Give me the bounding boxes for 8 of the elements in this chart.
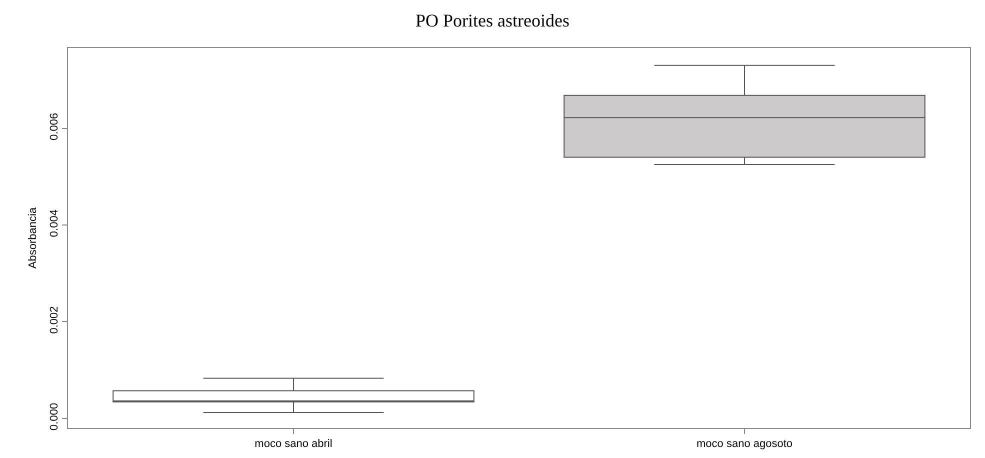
- y-tick-label: 0.000: [48, 402, 61, 430]
- y-tick-label: 0.002: [48, 306, 61, 334]
- y-tick-label: 0.006: [48, 112, 61, 140]
- y-tick-label: 0.004: [48, 210, 61, 238]
- x-tick-label: moco sano abril: [254, 438, 332, 450]
- chart-title: PO Porites astreoides: [416, 10, 570, 30]
- x-tick-label: moco sano agosoto: [696, 438, 793, 450]
- y-axis-title: Absorbancia: [27, 206, 39, 269]
